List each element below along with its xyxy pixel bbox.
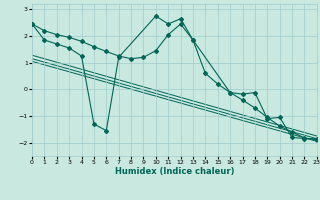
X-axis label: Humidex (Indice chaleur): Humidex (Indice chaleur) [115, 167, 234, 176]
